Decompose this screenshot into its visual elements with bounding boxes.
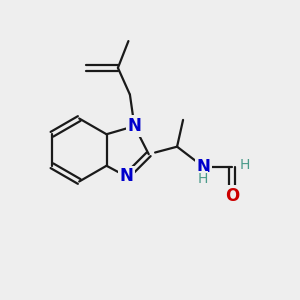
Text: O: O [225,187,239,205]
Text: N: N [119,167,134,185]
Text: H: H [240,158,250,172]
Text: H: H [197,172,208,186]
Text: N: N [197,158,211,176]
Text: N: N [128,117,141,135]
